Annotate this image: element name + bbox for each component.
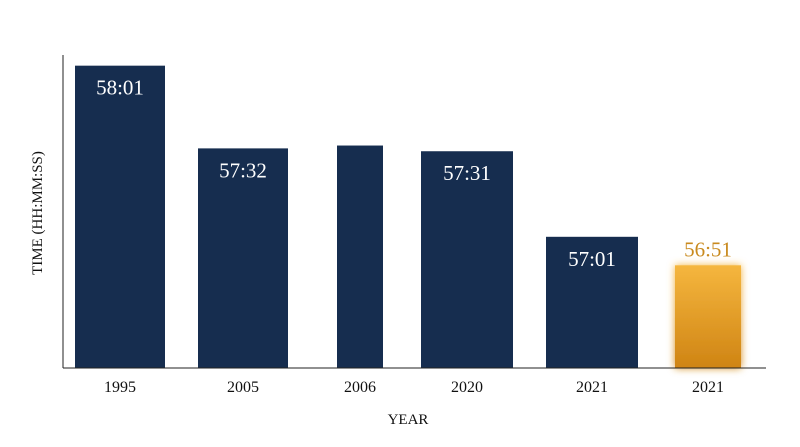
bar-highlighted xyxy=(675,265,741,368)
x-tick-label: 2020 xyxy=(451,379,483,396)
bar-data-label: 56:51 xyxy=(684,237,732,261)
bar xyxy=(75,65,165,369)
x-tick-label: 2005 xyxy=(227,379,259,396)
x-tick-label: 1995 xyxy=(104,379,136,396)
bar-data-label: 57:31 xyxy=(443,161,491,185)
bar xyxy=(421,151,513,368)
x-tick-labels-group: 1995 2005 2006 2020 2021 2021 xyxy=(104,379,724,396)
bar-labels-group: 58:01 57:32 57:31 57:01 56:51 xyxy=(96,76,732,271)
bar-data-label: 58:01 xyxy=(96,76,144,100)
x-axis-title: YEAR xyxy=(388,412,429,428)
bar xyxy=(546,236,638,368)
bar xyxy=(198,148,288,368)
bars-group xyxy=(75,65,741,369)
bar-data-label: 57:01 xyxy=(568,247,616,271)
y-axis-title: TIME (HH:MM:SS) xyxy=(30,151,46,275)
x-tick-label: 2006 xyxy=(344,379,376,396)
x-tick-label: 2021 xyxy=(576,379,608,396)
bar-data-label: 57:32 xyxy=(219,158,267,182)
x-tick-label: 2021 xyxy=(692,379,724,396)
bar xyxy=(337,145,383,368)
